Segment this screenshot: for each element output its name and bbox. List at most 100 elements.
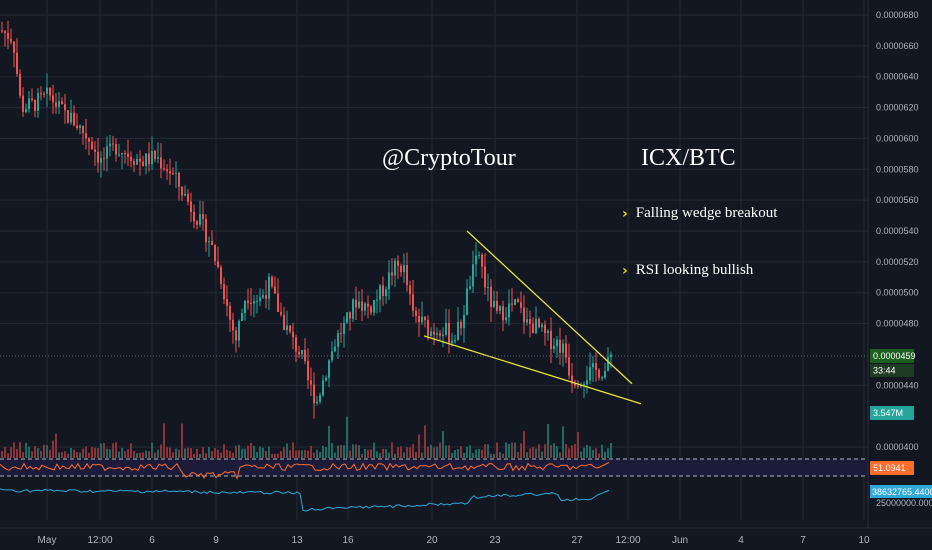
- candle-body: [364, 303, 366, 311]
- x-tick-label: 12:00: [615, 535, 640, 546]
- candle-body: [16, 52, 18, 74]
- volume-bar: [388, 452, 390, 458]
- candle-body: [229, 305, 231, 320]
- volume-bar: [313, 452, 315, 458]
- volume-bar: [70, 448, 72, 458]
- candle-body: [457, 321, 459, 341]
- x-tick-label: 10: [858, 535, 870, 546]
- volume-bar: [331, 443, 333, 458]
- volume-bar: [544, 444, 546, 458]
- volume-bar: [355, 444, 357, 458]
- candle-body: [208, 241, 210, 243]
- candle-body: [28, 98, 30, 110]
- rsi-line: [0, 462, 610, 480]
- candle-body: [46, 87, 48, 94]
- candle-body: [568, 357, 570, 376]
- volume-bar: [76, 452, 78, 458]
- volume-bar: [538, 444, 540, 458]
- candle-body: [241, 313, 243, 321]
- candle-body: [376, 299, 378, 301]
- volume-bar: [424, 425, 426, 458]
- candle-body: [547, 330, 549, 334]
- candle-body: [73, 112, 75, 126]
- candle-body: [469, 286, 471, 289]
- candle-body: [193, 211, 195, 222]
- candle-body: [379, 285, 381, 300]
- volume-bar: [583, 447, 585, 458]
- candle-body: [43, 93, 45, 95]
- candle-body: [424, 316, 426, 321]
- candle-body: [118, 154, 120, 156]
- candle-body: [604, 371, 606, 378]
- y-tick-label: 0.0000480: [876, 319, 919, 329]
- candle-body: [280, 311, 282, 315]
- volume-bar: [196, 448, 198, 458]
- volume-bar: [328, 425, 330, 458]
- candle-body: [109, 143, 111, 147]
- volume-bar: [460, 446, 462, 458]
- rsi-band: [0, 459, 868, 476]
- volume-bar: [190, 448, 192, 458]
- candle-body: [382, 285, 384, 296]
- volume-bar: [97, 448, 99, 458]
- candle-body: [181, 186, 183, 196]
- volume-bar: [541, 451, 543, 458]
- volume-bar: [7, 453, 9, 458]
- volume-bar: [1, 451, 3, 458]
- candle-body: [223, 283, 225, 300]
- candle-body: [346, 312, 348, 323]
- candle-body: [301, 349, 303, 355]
- volume-bar: [184, 448, 186, 458]
- price-axis[interactable]: 0.0000680 0.0000660 0.0000640 0.0000620 0.00…: [867, 0, 932, 528]
- candle-body: [487, 286, 489, 288]
- volume-bar: [502, 453, 504, 458]
- candle-body: [277, 293, 279, 312]
- volume-bar: [58, 452, 60, 458]
- volume-bar: [31, 451, 33, 458]
- volume-bar: [109, 449, 111, 458]
- candle-body: [205, 218, 207, 243]
- x-tick-label: 4: [738, 535, 744, 546]
- y-tick-label: 0.0000620: [876, 103, 919, 113]
- volume-bar: [13, 442, 15, 458]
- volume-bar: [148, 451, 150, 458]
- candle-body: [556, 339, 558, 346]
- candle-body: [220, 267, 222, 284]
- volume-bar: [442, 431, 444, 458]
- volume-bar: [430, 444, 432, 458]
- volume-bar: [376, 451, 378, 458]
- volume-bar: [187, 447, 189, 458]
- volume-bar: [226, 449, 228, 458]
- candle-body: [343, 322, 345, 334]
- volume-bar: [364, 448, 366, 458]
- volume-bar: [238, 444, 240, 458]
- volume-bar: [118, 451, 120, 458]
- candle-body: [22, 95, 24, 113]
- candle-body: [385, 289, 387, 296]
- volume-bar: [469, 445, 471, 458]
- watermark-text: @CryptoTour: [382, 145, 516, 171]
- y-tick-label: 0.0000600: [876, 133, 919, 143]
- candle-body: [559, 339, 561, 353]
- countdown-label: 33:44: [873, 365, 896, 375]
- candle-body: [286, 325, 288, 330]
- candle-body: [289, 325, 291, 332]
- candle-body: [49, 87, 51, 96]
- candle-body: [169, 171, 171, 174]
- candle-body: [592, 363, 594, 368]
- volume-bar: [247, 445, 249, 458]
- volume-bar: [325, 446, 327, 458]
- volume-bar: [115, 442, 117, 458]
- time-axis[interactable]: May 12:00 6 9 13 16 20 23 27 12:00 Jun 4 7 10: [0, 527, 932, 550]
- volume-bar: [322, 445, 324, 458]
- volume-bar: [379, 453, 381, 458]
- current-price-badge: [870, 348, 914, 363]
- candle-body: [253, 301, 255, 304]
- candle-body: [82, 125, 84, 134]
- volume-bar: [358, 445, 360, 458]
- candle-body: [391, 272, 393, 276]
- volume-label: 3.547M: [873, 408, 903, 418]
- volume-bar: [301, 450, 303, 458]
- volume-bar: [526, 452, 528, 458]
